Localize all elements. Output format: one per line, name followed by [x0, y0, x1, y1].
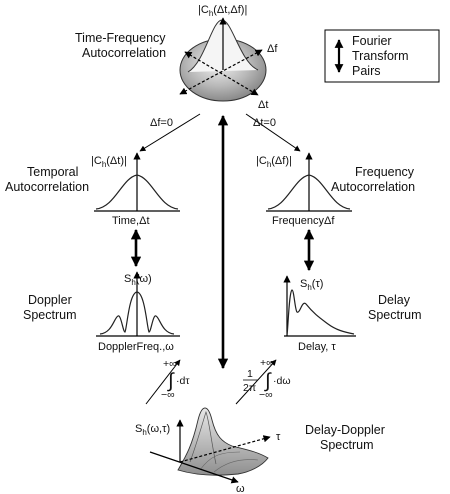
doppler-title-line-2: Spectrum: [23, 308, 77, 322]
dd-tau-axis: [179, 435, 271, 463]
dd-omega-axis: [149, 451, 239, 484]
legend-line-3: Pairs: [352, 64, 380, 78]
integral-arrow-left: [145, 359, 181, 405]
integral-right-sign: ∫: [264, 370, 272, 392]
temporal-title-line-1: Temporal: [27, 165, 78, 179]
tf-axis-f-label: Δf: [267, 43, 278, 55]
frequency-x-label: FrequencyΔf: [272, 215, 335, 227]
frequency-title-line-2: Autocorrelation: [331, 180, 415, 194]
integral-left: +∞ ∫ ·dτ −∞: [161, 358, 190, 401]
frequency-title-line-1: Frequency: [355, 165, 415, 179]
delay-curve: [286, 289, 355, 336]
integral-arrows: +∞ ∫ ·dτ −∞ 1 2π +∞ ∫ ·dω −∞: [145, 357, 291, 405]
integral-right-body: ·dω: [273, 375, 291, 387]
dd-surface: [177, 407, 269, 476]
integral-left-sign: ∫: [167, 370, 175, 392]
doppler-panel: Doppler Spectrum Sh(ω) DopplerFreq.,ω: [23, 271, 180, 353]
integral-right: 1 2π +∞ ∫ ·dω −∞: [243, 357, 291, 401]
frequency-panel: Frequency Autocorrelation |Ch(Δf)| Frequ…: [256, 152, 415, 227]
temporal-title-line-2: Autocorrelation: [5, 180, 89, 194]
tf-autocorr-panel: Time-Frequency Autocorrelation |Ch(Δt,Δf…: [75, 4, 278, 111]
legend-box: Fourier Transform Pairs: [324, 29, 440, 83]
tf-t-axis: [184, 51, 259, 96]
integral-left-upper: +∞: [163, 358, 177, 370]
dd-function-label: Sh(ω,τ): [135, 423, 170, 437]
branch-left-label: Δf=0: [150, 117, 173, 129]
branch-right-label: Δt=0: [253, 117, 276, 129]
doppler-x-label: DopplerFreq.,ω: [98, 341, 174, 353]
delay-title-line-1: Delay: [378, 293, 411, 307]
delay-panel: Delay Spectrum Sh(τ) Delay, τ: [283, 275, 422, 353]
integral-right-frac-den: 2π: [243, 382, 256, 394]
dd-axis-omega-label: ω: [236, 483, 245, 494]
legend-line-2: Transform: [352, 49, 409, 63]
delay-title-line-2: Spectrum: [368, 308, 422, 322]
doppler-function-label: Sh(ω): [124, 273, 152, 287]
tf-axis-t-label: Δt: [258, 99, 268, 111]
frequency-function-label: |Ch(Δf)|: [256, 155, 292, 169]
legend-line-1: Fourier: [352, 34, 392, 48]
doppler-curve: [99, 291, 175, 335]
doppler-title-line-1: Doppler: [28, 293, 72, 307]
delay-x-label: Delay, τ: [298, 341, 336, 353]
dd-title-line-1: Delay-Doppler: [305, 423, 385, 437]
dd-axis-tau-label: τ: [276, 431, 281, 443]
integral-right-upper: +∞: [260, 357, 274, 369]
branch-arrow-left: [139, 113, 201, 152]
integral-right-frac-num: 1: [247, 368, 253, 380]
temporal-x-label: Time,Δt: [112, 215, 150, 227]
integral-right-lower: −∞: [259, 389, 273, 401]
tf-title-line-1: Time-Frequency: [75, 31, 166, 45]
integral-left-body: ·dτ: [176, 375, 190, 387]
tf-function-label: |Ch(Δt,Δf)|: [198, 4, 247, 18]
frequency-curve: [267, 174, 351, 210]
temporal-panel: Temporal Autocorrelation |Ch(Δt)| Time,Δ…: [5, 152, 180, 227]
delay-function-label: Sh(τ): [300, 278, 323, 292]
integral-left-lower: −∞: [161, 389, 175, 401]
branch-arrows: Δf=0 Δt=0: [139, 113, 301, 152]
branch-arrow-right: [245, 113, 301, 152]
temporal-curve: [95, 174, 179, 210]
dd-title-line-2: Spectrum: [320, 438, 374, 452]
integral-arrow-right: [235, 359, 277, 405]
delay-doppler-panel: Delay-Doppler Spectrum Sh(ω,τ) τ ω: [135, 407, 385, 494]
temporal-function-label: |Ch(Δt)|: [91, 155, 127, 169]
tf-title-line-2: Autocorrelation: [82, 46, 166, 60]
